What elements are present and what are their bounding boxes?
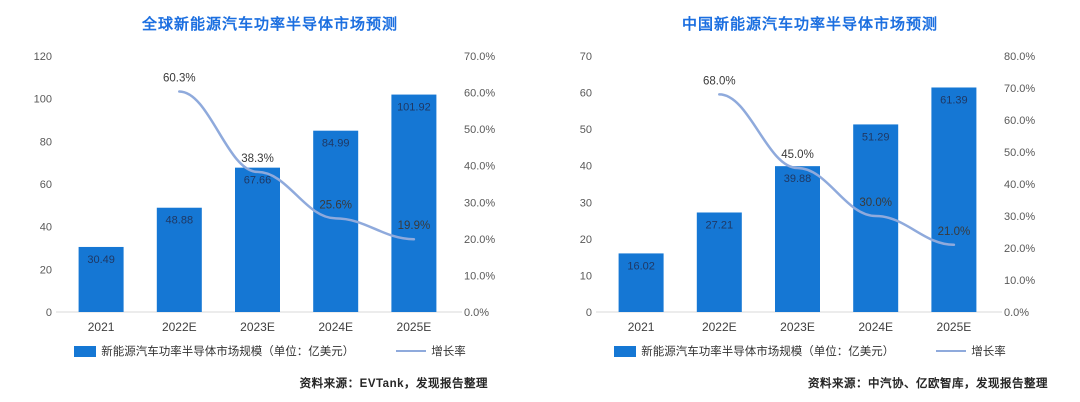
growth-line-label: 30.0%: [859, 197, 892, 209]
secondary-axis-tick-label: 30.0%: [464, 197, 495, 209]
secondary-axis-tick-label: 50.0%: [1004, 147, 1035, 159]
y-axis-tick-label: 50: [580, 124, 592, 136]
x-axis-category-label: 2021: [628, 320, 655, 334]
x-axis-category-label: 2025E: [397, 320, 432, 334]
bar-value-label: 101.92: [397, 102, 431, 114]
growth-line-label: 68.0%: [703, 75, 736, 87]
chart-panel-china: 中国新能源汽车功率半导体市场预测 70 60 50 40 30 20 10 0 80.0% 70.…: [540, 0, 1080, 402]
growth-line-label: 45.0%: [781, 149, 814, 161]
y-axis-tick-label: 10: [580, 270, 592, 282]
y-axis-tick-label: 30: [580, 197, 592, 209]
secondary-axis-tick-label: 60.0%: [1004, 115, 1035, 127]
y-axis-tick-label: 0: [46, 307, 52, 319]
legend-bar-label: 新能源汽车功率半导体市场规模（单位：亿美元）: [101, 346, 355, 358]
growth-line: [718, 93, 956, 247]
secondary-axis-tick-label: 20.0%: [464, 234, 495, 246]
bar-swatch-icon: [614, 345, 637, 357]
secondary-axis-tick-label: 30.0%: [1004, 211, 1035, 223]
bar: [696, 212, 742, 312]
bar-value-label: 61.39: [940, 94, 968, 106]
bar-value-label: 48.88: [166, 215, 194, 227]
bar-value-label: 27.21: [706, 219, 734, 231]
secondary-axis-tick-label: 20.0%: [1004, 243, 1035, 255]
growth-line-label: 38.3%: [241, 153, 274, 165]
chart-panel-global: 全球新能源汽车功率半导体市场预测 120 100 80 60 40 20 0 70.0% 60.…: [0, 16, 540, 390]
bar: [391, 94, 437, 312]
y-axis-tick-label: 60: [580, 88, 592, 100]
x-axis-category-label: 2022E: [702, 320, 737, 334]
bar: [775, 166, 820, 312]
secondary-axis-tick-label: 0.0%: [1004, 307, 1029, 319]
line-swatch-icon: [396, 350, 427, 352]
combo-chart-china: 70 60 50 40 30 20 10 0 80.0% 70.0% 60.0% 50.0% 40.0%…: [580, 51, 1036, 334]
secondary-axis-tick-label: 50.0%: [464, 124, 495, 136]
bar-value-label: 67.66: [244, 175, 272, 187]
legend-global: 新能源汽车功率半导体市场规模（单位：亿美元） 增长率: [0, 343, 540, 359]
x-axis-category-label: 2023E: [240, 320, 275, 334]
bar-value-label: 30.49: [87, 254, 115, 266]
y-axis-tick-label: 120: [34, 51, 52, 63]
x-axis-category-label: 2021: [88, 320, 115, 334]
y-axis-tick-label: 0: [586, 307, 592, 319]
x-axis-category-label: 2024E: [318, 320, 353, 334]
legend-line-label: 增长率: [431, 346, 466, 358]
bar-value-label: 51.29: [862, 131, 890, 143]
bar-value-label: 84.99: [322, 138, 350, 150]
secondary-axis-tick-label: 40.0%: [464, 161, 495, 173]
growth-line-label: 25.6%: [319, 199, 352, 211]
bar-swatch-icon: [74, 345, 97, 357]
x-axis-category-label: 2025E: [937, 320, 972, 334]
bar: [156, 207, 202, 312]
combo-chart-global: 120 100 80 60 40 20 0 70.0% 60.0% 50.0% 40.0% 30.0%…: [34, 51, 496, 334]
growth-line: [178, 90, 416, 241]
legend-item-market-size: 新能源汽车功率半导体市场规模（单位：亿美元）: [74, 343, 354, 359]
legend-line-label: 增长率: [971, 346, 1006, 358]
secondary-axis-tick-label: 60.0%: [464, 88, 495, 100]
source-note-china: 资料来源：中汽协、亿欧智库，发现报告整理: [808, 378, 1048, 390]
y-axis-tick-label: 20: [40, 264, 52, 276]
legend-china: 新能源汽车功率半导体市场规模（单位：亿美元） 增长率: [540, 343, 1080, 359]
growth-line-label: 60.3%: [163, 72, 196, 84]
secondary-axis-tick-label: 80.0%: [1004, 51, 1035, 63]
source-note-global: 资料来源：EVTank，发现报告整理: [299, 378, 488, 390]
y-axis-tick-label: 70: [580, 51, 592, 63]
x-axis-category-label: 2024E: [858, 320, 893, 334]
secondary-axis-tick-label: 10.0%: [1004, 275, 1035, 287]
y-axis-tick-label: 40: [40, 222, 52, 234]
legend-item-growth-rate: 增长率: [936, 343, 1006, 359]
x-axis-category-label: 2022E: [162, 320, 197, 334]
bar: [78, 246, 124, 312]
legend-bar-label: 新能源汽车功率半导体市场规模（单位：亿美元）: [641, 346, 895, 358]
x-axis-category-label: 2023E: [780, 320, 815, 334]
secondary-axis-tick-label: 70.0%: [464, 51, 495, 63]
growth-line-label: 19.9%: [398, 220, 431, 232]
bar-value-label: 16.02: [627, 260, 655, 272]
bar: [235, 167, 280, 312]
y-axis-tick-label: 40: [580, 161, 592, 173]
y-axis-tick-label: 100: [34, 94, 52, 106]
secondary-axis-tick-label: 40.0%: [1004, 179, 1035, 191]
bar: [618, 253, 664, 312]
secondary-axis-tick-label: 70.0%: [1004, 83, 1035, 95]
secondary-axis-tick-label: 0.0%: [464, 307, 489, 319]
y-axis-tick-label: 60: [40, 179, 52, 191]
growth-line-label: 21.0%: [938, 226, 971, 238]
chart-title-china: 中国新能源汽车功率半导体市场预测: [681, 16, 938, 33]
secondary-axis-tick-label: 10.0%: [464, 270, 495, 282]
line-swatch-icon: [936, 350, 967, 352]
legend-item-market-size: 新能源汽车功率半导体市场规模（单位：亿美元）: [614, 343, 894, 359]
bar-value-label: 39.88: [784, 173, 812, 185]
y-axis-tick-label: 80: [40, 136, 52, 148]
chart-title-global: 全球新能源汽车功率半导体市场预测: [141, 16, 398, 33]
legend-item-growth-rate: 增长率: [396, 343, 466, 359]
bar: [931, 87, 977, 312]
y-axis-tick-label: 20: [580, 234, 592, 246]
